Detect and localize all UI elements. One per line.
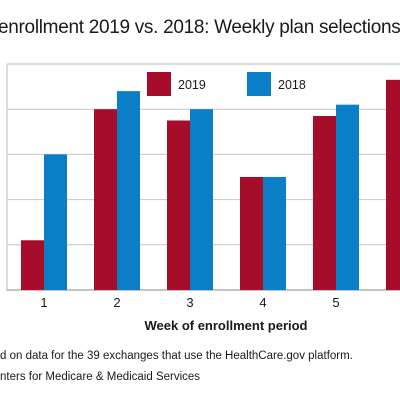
bar-2018-week-1 xyxy=(44,154,67,290)
bar-chart: 2019 2018 1 2 3 4 5 Week of enrollment period xyxy=(6,63,400,333)
source-credit: nters for Medicare & Medicaid Services xyxy=(0,371,201,383)
x-tick-label: 2 xyxy=(113,295,120,310)
legend-label-2018: 2018 xyxy=(278,78,306,92)
legend-label-2019: 2019 xyxy=(178,78,206,92)
bar-2018-week-5 xyxy=(336,104,359,291)
bar-2018-week-4 xyxy=(263,177,286,290)
bar-2019-week-6 xyxy=(386,79,400,290)
chart-title: enrollment 2019 vs. 2018: Weekly plan se… xyxy=(0,17,400,38)
legend: 2019 2018 xyxy=(147,72,306,96)
x-tick-labels: 1 2 3 4 5 xyxy=(40,295,339,310)
bar-2019-week-2 xyxy=(94,109,117,290)
bar-2019-week-5 xyxy=(313,115,336,290)
legend-swatch-2019 xyxy=(147,72,171,96)
bar-2019-week-4 xyxy=(240,177,263,290)
x-tick-label: 5 xyxy=(332,295,339,310)
bar-2019-week-1 xyxy=(21,240,44,290)
source-note: d on data for the 39 exchanges that use … xyxy=(0,350,353,362)
legend-swatch-2018 xyxy=(247,72,271,96)
x-axis-label: Week of enrollment period xyxy=(144,318,307,333)
bars xyxy=(21,79,400,291)
bar-2018-week-3 xyxy=(190,109,213,290)
x-tick-label: 4 xyxy=(259,295,266,310)
bar-2018-week-2 xyxy=(117,91,140,291)
bar-2019-week-3 xyxy=(167,120,190,290)
x-tick-label: 1 xyxy=(40,295,47,310)
x-tick-label: 3 xyxy=(186,295,193,310)
